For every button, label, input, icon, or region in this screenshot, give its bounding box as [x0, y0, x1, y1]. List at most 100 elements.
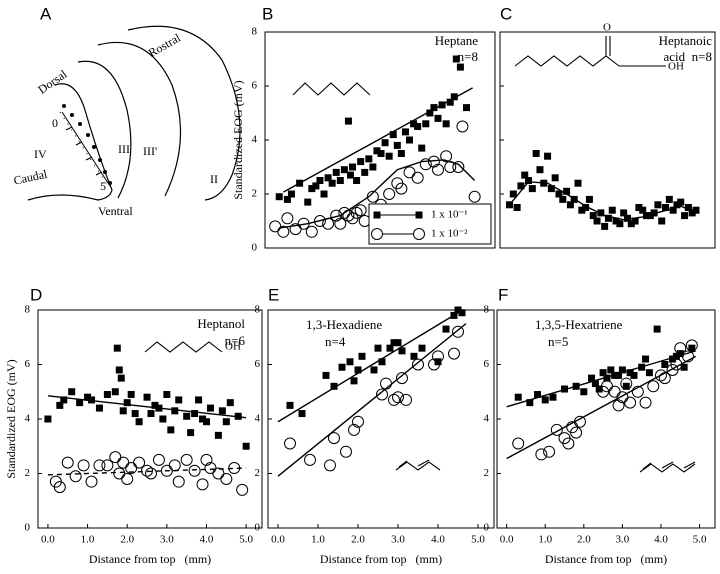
structure-bond — [417, 459, 430, 467]
point — [202, 418, 210, 426]
point — [316, 177, 324, 184]
point — [277, 225, 290, 238]
x-tick-label: 1.0 — [538, 534, 552, 546]
panel: D 0 2 4 6 8 0.0 1.0 2.0 3.0 4.0 5.0 Standardized EOG… — [4, 285, 263, 566]
point — [330, 209, 343, 222]
y-tick-label: 2 — [255, 467, 261, 479]
point — [591, 380, 599, 388]
plot-frame — [267, 309, 495, 529]
point — [187, 429, 195, 437]
recording-ticks — [61, 111, 111, 187]
point — [578, 206, 586, 214]
point — [658, 372, 671, 385]
diagram-label: 0 — [52, 116, 58, 130]
fit-line — [277, 323, 467, 477]
structure-bond — [642, 462, 652, 470]
point — [544, 152, 552, 160]
point — [680, 363, 688, 371]
diagram-label: II — [210, 172, 218, 186]
point — [373, 147, 381, 155]
point — [350, 206, 363, 219]
point — [438, 101, 446, 109]
point — [298, 410, 306, 418]
y-tick-label: 4 — [484, 413, 490, 425]
point — [289, 223, 302, 236]
point — [612, 399, 625, 412]
point — [589, 212, 597, 220]
point — [121, 472, 134, 485]
point — [357, 158, 365, 166]
y-tick-label: 2 — [25, 467, 31, 479]
point — [328, 179, 336, 187]
point — [444, 161, 457, 173]
point — [536, 166, 544, 174]
structure-bond — [683, 461, 696, 469]
point — [685, 339, 698, 352]
point — [688, 344, 696, 352]
y-tick-label: 0 — [484, 522, 490, 534]
point — [117, 374, 125, 382]
point — [376, 388, 388, 401]
diagram-label: III' — [143, 144, 157, 158]
annotation: n=5 — [548, 334, 568, 349]
x-tick-label: 4.0 — [200, 534, 214, 546]
point — [385, 152, 393, 160]
point — [427, 155, 440, 168]
point — [304, 198, 312, 206]
point — [638, 363, 646, 371]
legend-marker — [371, 228, 383, 240]
panel: E 0 2 4 6 8 0.0 1.0 2.0 3.0 4.0 5.0 Distance from to… — [255, 285, 495, 566]
point — [419, 158, 432, 171]
point — [340, 445, 352, 458]
point — [406, 136, 414, 144]
x-tick-label: 0.0 — [271, 534, 285, 546]
point — [228, 462, 241, 475]
point — [643, 212, 651, 220]
point — [374, 344, 382, 352]
point — [654, 369, 667, 382]
point — [580, 388, 588, 396]
x-tick-label: 2.0 — [120, 534, 134, 546]
point — [123, 399, 131, 407]
point — [305, 225, 318, 238]
panel-label: C — [500, 4, 512, 23]
point — [393, 141, 401, 149]
x-tick-label: 3.0 — [391, 534, 405, 546]
diagram-label: IV — [34, 147, 47, 161]
point — [167, 426, 175, 434]
point — [526, 399, 534, 407]
point — [168, 459, 181, 472]
point — [338, 363, 346, 371]
point — [620, 209, 628, 217]
point — [410, 120, 418, 128]
y-tick-label: 0 — [25, 522, 31, 534]
structure — [514, 55, 620, 67]
point — [234, 412, 242, 420]
point — [607, 366, 615, 374]
point — [650, 209, 658, 217]
legend-label: 1 x 10⁻¹ — [431, 209, 468, 221]
y-tick-label: 8 — [484, 304, 490, 316]
point — [635, 204, 643, 211]
point — [624, 396, 637, 409]
panel-label: F — [498, 285, 508, 304]
point — [222, 418, 230, 426]
point — [442, 325, 450, 333]
point — [681, 350, 694, 363]
point — [432, 163, 445, 176]
point — [448, 347, 460, 360]
point — [163, 390, 171, 398]
point — [151, 401, 159, 409]
structure-label: OH — [225, 341, 241, 353]
point — [381, 139, 389, 147]
x-tick-label: 4.0 — [654, 534, 668, 546]
point — [358, 352, 366, 360]
point — [131, 410, 139, 418]
point — [672, 352, 680, 360]
point — [365, 155, 373, 163]
point — [458, 309, 466, 317]
point — [95, 404, 103, 412]
outline — [97, 41, 182, 197]
annotation: Heptane — [435, 33, 479, 48]
point — [334, 217, 347, 230]
